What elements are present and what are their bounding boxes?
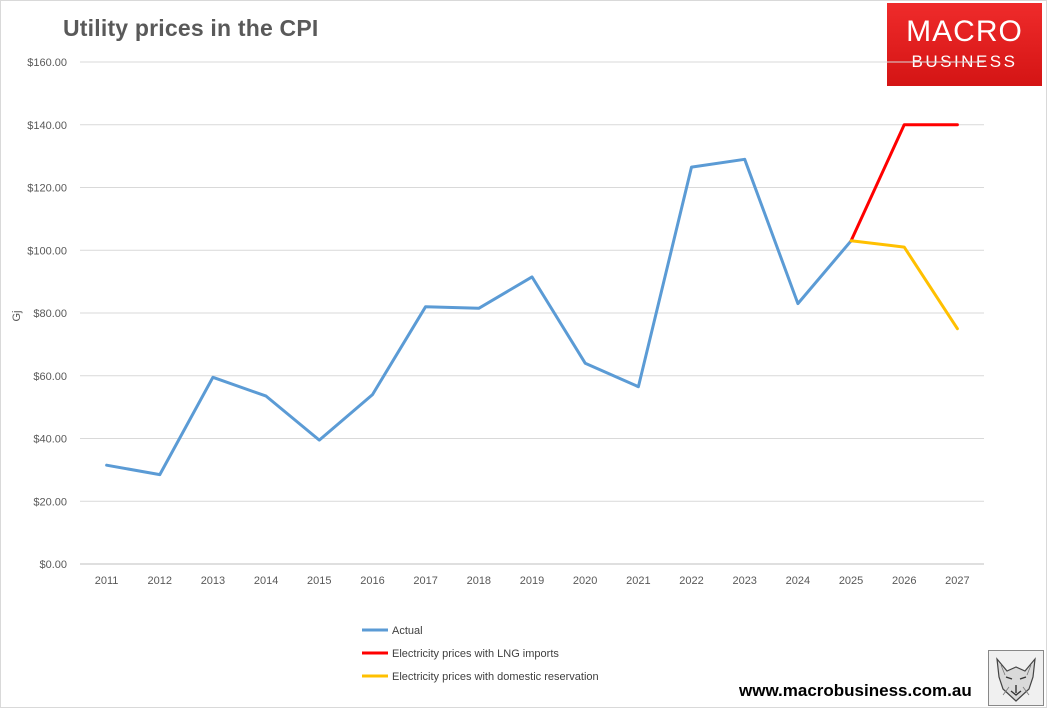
chart-title: Utility prices in the CPI [63, 15, 319, 41]
wolf-icon [988, 650, 1044, 706]
x-tick-label: 2020 [573, 575, 597, 587]
macrobusiness-logo: MACRO BUSINESS [887, 3, 1042, 86]
gridlines [80, 61, 984, 565]
y-tick-label: $60.00 [33, 371, 67, 383]
website-url[interactable]: www.macrobusiness.com.au [739, 681, 972, 700]
x-tick-label: 2012 [148, 575, 172, 587]
x-tick-label: 2016 [360, 575, 384, 587]
x-tick-label: 2019 [520, 575, 544, 587]
legend-label: Actual [392, 625, 423, 637]
y-tick-label: $20.00 [33, 496, 67, 508]
series-lines [105, 123, 959, 477]
x-tick-label: 2025 [839, 575, 863, 587]
legend: Actual Electricity prices with LNG import… [362, 625, 599, 683]
x-tick-label: 2014 [254, 575, 278, 587]
series-line-1 [849, 123, 959, 243]
x-tick-label: 2015 [307, 575, 331, 587]
legend-label: Electricity prices with LNG imports [392, 648, 559, 660]
series-line-0 [105, 157, 853, 477]
x-tick-label: 2017 [413, 575, 437, 587]
series-line-2 [849, 239, 959, 331]
y-tick-label: $40.00 [33, 434, 67, 446]
y-tick-label: $140.00 [27, 120, 67, 132]
y-tick-label: $160.00 [27, 57, 67, 69]
x-tick-label: 2013 [201, 575, 225, 587]
x-tick-label: 2024 [786, 575, 810, 587]
y-tick-label: $0.00 [39, 559, 67, 571]
logo-line1: MACRO [906, 15, 1023, 48]
x-tick-label: 2021 [626, 575, 650, 587]
y-tick-label: $100.00 [27, 245, 67, 257]
legend-label: Electricity prices with domestic reserva… [392, 671, 599, 683]
x-tick-label: 2027 [945, 575, 969, 587]
y-axis: $0.00 $20.00 $40.00 $60.00 $80.00 $100.00 $120… [27, 57, 67, 571]
y-tick-label: $120.00 [27, 183, 67, 195]
x-tick-label: 2011 [95, 575, 119, 587]
x-tick-label: 2023 [732, 575, 756, 587]
x-axis: 2011 2012 2013 2014 2015 2016 2017 2018 2019 2020… [95, 575, 970, 587]
x-tick-label: 2022 [679, 575, 703, 587]
y-axis-label: Gj [11, 311, 23, 322]
y-tick-label: $80.00 [33, 308, 67, 320]
x-tick-label: 2018 [467, 575, 491, 587]
x-tick-label: 2026 [892, 575, 916, 587]
